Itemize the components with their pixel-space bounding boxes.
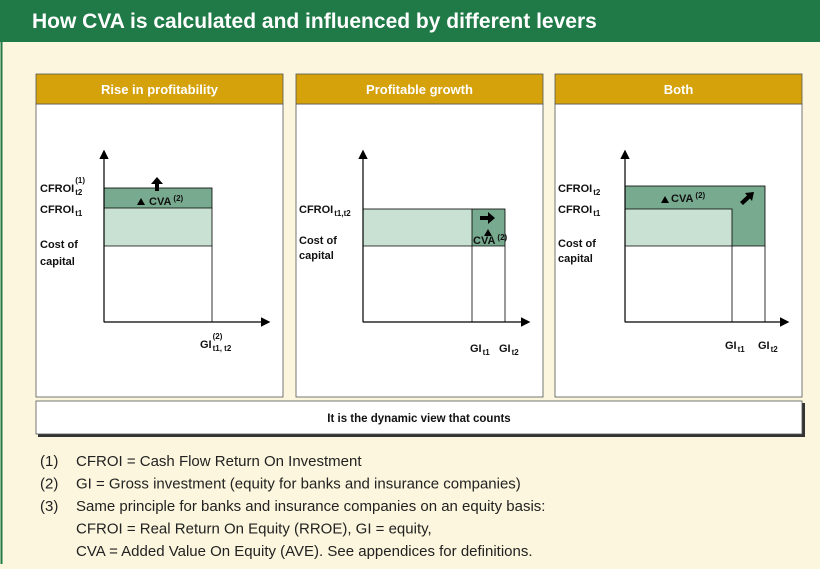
panel-header xyxy=(35,73,284,105)
label-subscript: t2 xyxy=(771,345,779,354)
label-text: CVA xyxy=(149,196,171,208)
footnote-line: GI = Gross investment (equity for banks … xyxy=(76,476,521,493)
axis-label: CVA xyxy=(473,235,495,247)
label-subscript: t1 xyxy=(75,209,83,218)
label-text: capital xyxy=(40,256,75,268)
footnote-marker: (1) xyxy=(40,453,58,470)
axis-label: CFROIt2 xyxy=(558,183,601,197)
axis-label: CFROIt1,t2 xyxy=(299,204,351,218)
axis-label: GIt1, t2 xyxy=(200,339,232,353)
label-text: CFROI xyxy=(558,204,592,216)
label-subscript: t1 xyxy=(483,348,491,357)
axis-label: Cost of xyxy=(299,235,337,247)
label-text: CFROI xyxy=(299,204,333,216)
axis-label: capital xyxy=(40,256,75,268)
label-text: GI xyxy=(725,340,737,352)
label-text: Cost of xyxy=(299,235,337,247)
conclusion-box xyxy=(35,400,803,435)
panel-graphic xyxy=(620,149,790,327)
axis-label: CVA xyxy=(671,193,693,205)
panel-title: Rise in profitability xyxy=(101,82,219,97)
label-superscript: (2) xyxy=(213,332,223,341)
panel-title: Both xyxy=(664,82,694,97)
panel xyxy=(35,103,284,398)
axis-label: GIt1 xyxy=(725,340,745,354)
axis-label: CFROIt2 xyxy=(40,183,83,197)
label-text: capital xyxy=(299,250,334,262)
label-subscript: t1 xyxy=(738,345,746,354)
label-superscript: (2) xyxy=(695,191,705,200)
footnote-line: CFROI = Cash Flow Return On Investment xyxy=(76,453,362,470)
panel-header xyxy=(554,73,803,105)
label-text: CVA xyxy=(671,193,693,205)
label-superscript: (2) xyxy=(173,194,183,203)
label-text: GI xyxy=(499,343,511,355)
footnote-marker: (3) xyxy=(40,498,58,515)
axis-label: capital xyxy=(299,250,334,262)
axis-label: CVA xyxy=(149,196,171,208)
axis-label: GIt2 xyxy=(758,340,778,354)
label-superscript: (2) xyxy=(497,233,507,242)
panel-graphic xyxy=(99,149,271,327)
label-subscript: t2 xyxy=(75,188,83,197)
panel xyxy=(554,103,803,398)
footnote-line: CVA = Added Value On Equity (AVE). See a… xyxy=(76,543,533,560)
axis-label: GIt2 xyxy=(499,343,519,357)
label-text: Cost of xyxy=(40,239,78,251)
label-subscript: t1 xyxy=(593,209,601,218)
axis-label: CFROIt1 xyxy=(558,204,601,218)
header-bar xyxy=(0,0,820,42)
axis-label: CFROIt1 xyxy=(40,204,83,218)
label-text: GI xyxy=(758,340,770,352)
axis-label: Cost of xyxy=(558,238,596,250)
axis-label: capital xyxy=(558,253,593,265)
label-text: capital xyxy=(558,253,593,265)
axis-label: GIt1 xyxy=(470,343,490,357)
title: How CVA is calculated and influenced by … xyxy=(32,10,597,33)
panel-header xyxy=(295,73,544,105)
panel-title: Profitable growth xyxy=(366,82,473,97)
footnote-marker: (2) xyxy=(40,476,58,493)
label-text: GI xyxy=(470,343,482,355)
axis-label: Cost of xyxy=(40,239,78,251)
label-text: CVA xyxy=(473,235,495,247)
label-text: GI xyxy=(200,339,212,351)
conclusion: It is the dynamic view that counts xyxy=(327,413,510,425)
footnote-line: CFROI = Real Return On Equity (RROE), GI… xyxy=(76,521,432,538)
panel xyxy=(295,103,544,398)
label-subscript: t1,t2 xyxy=(334,209,351,218)
footnote-line: Same principle for banks and insurance c… xyxy=(76,498,545,515)
label-text: CFROI xyxy=(40,204,74,216)
label-text: CFROI xyxy=(558,183,592,195)
panel-graphic xyxy=(358,149,531,327)
label-subscript: t2 xyxy=(593,188,601,197)
label-text: Cost of xyxy=(558,238,596,250)
label-subscript: t1, t2 xyxy=(213,344,232,353)
label-subscript: t2 xyxy=(512,348,520,357)
label-text: CFROI xyxy=(40,183,74,195)
label-superscript: (1) xyxy=(75,176,85,185)
